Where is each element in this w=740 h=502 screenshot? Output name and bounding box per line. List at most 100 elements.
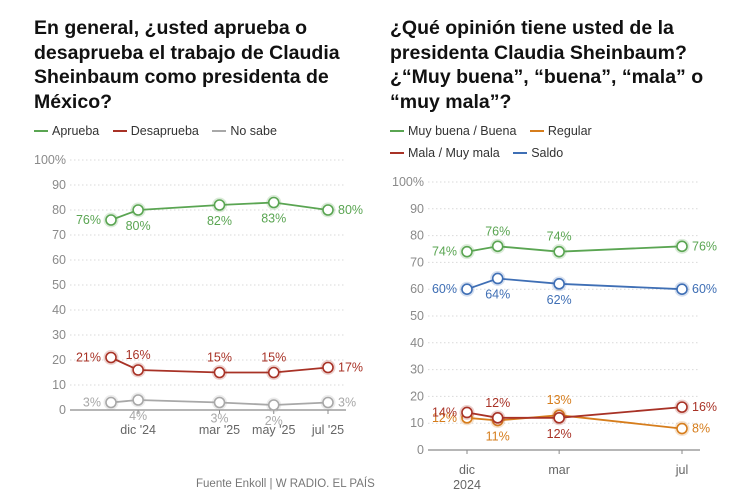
y-tick-label: 80 [52,203,66,217]
data-label: 16% [126,348,151,362]
data-label: 21% [76,351,101,365]
x-tick-label-line: jul '25 [311,423,344,437]
data-label: 3% [338,396,356,410]
x-tick-label-line: may '25 [252,423,295,437]
right-chart-plot: 0 10 20 30 40 50 60 70 80 90 100% dic 2024 mar jul 74% 7… [392,175,717,492]
y-tick-label: 0 [417,443,424,457]
x-tick-label-line: dic [459,463,475,477]
data-point [132,364,144,376]
legend-label: Aprueba [52,124,100,138]
data-point [461,406,473,419]
left-chart-legend: Aprueba Desaprueba No sabe [34,120,354,142]
data-label: 12% [547,427,572,441]
legend-swatch [34,129,48,132]
data-point [553,278,565,290]
data-point [491,240,504,253]
data-label: 60% [692,282,717,296]
left-chart-title: En general, ¿usted aprueba o desaprueba … [34,17,340,113]
data-point [322,204,334,216]
y-tick-label: 70 [410,255,424,269]
data-point [105,351,117,364]
y-tick-label: 90 [410,202,424,216]
y-tick-label: 10 [52,378,66,392]
series-line-saldo [466,277,683,291]
legend-item-muy-buena-buena: Muy buena / Buena [390,124,516,138]
y-tick-label: 90 [52,178,66,192]
y-tick-label: 50 [52,278,66,292]
data-point [267,196,280,209]
data-label: 64% [485,287,510,301]
data-point [132,394,144,406]
data-point [213,396,226,409]
data-label: 3% [210,412,228,426]
source-note: Fuente Enkoll | W RADIO. EL PAÍS [196,478,375,490]
data-label: 4% [129,409,147,423]
data-label: 74% [547,230,572,244]
legend-swatch [390,129,404,132]
data-label: 17% [338,361,363,375]
legend-swatch [212,129,227,132]
legend-label: Desaprueba [130,124,199,138]
data-label: 2% [265,414,283,428]
legend-label: Saldo [531,146,564,160]
data-point [105,396,117,409]
y-tick-label: 30 [410,363,424,377]
legend-item-no-sabe: No sabe [212,124,277,138]
x-tick-label-line: mar '25 [199,423,240,437]
x-tick-label-line: 2024 [453,478,481,492]
right-chart-legend: Muy buena / Buena Regular Mala / Muy mal… [390,120,700,164]
data-label: 76% [692,239,717,253]
data-label: 60% [432,282,457,296]
legend-swatch [112,129,127,132]
x-tick-label-line: mar [548,463,570,477]
legend-item-regular: Regular [529,124,592,138]
data-point [491,272,504,285]
y-tick-label: 40 [410,336,424,350]
data-point [267,366,280,379]
data-point [213,366,226,379]
legend-swatch [390,151,404,154]
data-point [213,199,226,211]
y-tick-label: 60 [410,282,424,296]
data-label: 12% [485,396,510,410]
x-tick-label: dic '24 [120,423,156,437]
data-label: 14% [432,405,457,419]
legend-swatch [529,129,544,132]
legend-item-desaprueba: Desaprueba [112,124,199,138]
data-label: 15% [261,351,286,365]
data-point [676,283,688,296]
x-tick-label: dic 2024 [453,463,481,492]
left-chart-plot: 0 10 20 30 40 50 60 70 80 90 100% dic '24 mar '25 may… [34,153,363,437]
legend-label: Mala / Muy mala [408,146,500,160]
data-point [676,422,688,435]
y-tick-label: 0 [59,403,66,417]
data-label: 76% [485,224,510,238]
data-label: 80% [126,219,151,233]
y-tick-label: 70 [52,228,66,242]
x-tick-label: mar [548,463,570,477]
legend-item-aprueba: Aprueba [34,124,99,138]
data-point [553,245,565,258]
y-tick-label: 60 [52,253,66,267]
data-point [322,396,334,409]
series-line-mala-muy-mala [466,406,683,419]
data-label: 74% [432,245,457,259]
data-label: 16% [692,400,717,414]
data-point [461,283,473,296]
data-label: 15% [207,351,232,365]
data-point [676,240,688,253]
data-point [491,412,504,424]
y-tick-label: 100% [392,175,424,189]
data-label: 82% [207,214,232,228]
data-label: 8% [692,422,710,436]
data-label: 83% [261,212,286,226]
x-tick-label: jul '25 [311,423,344,437]
legend-item-mala-muy-mala: Mala / Muy mala [390,146,500,160]
data-point [132,204,144,216]
data-label: 12% [432,411,457,425]
x-tick-label: jul [675,463,689,477]
data-label: 13% [547,393,572,407]
legend-item-saldo: Saldo [513,146,563,160]
x-tick-label-line: dic '24 [120,423,156,437]
y-tick-label: 20 [52,353,66,367]
